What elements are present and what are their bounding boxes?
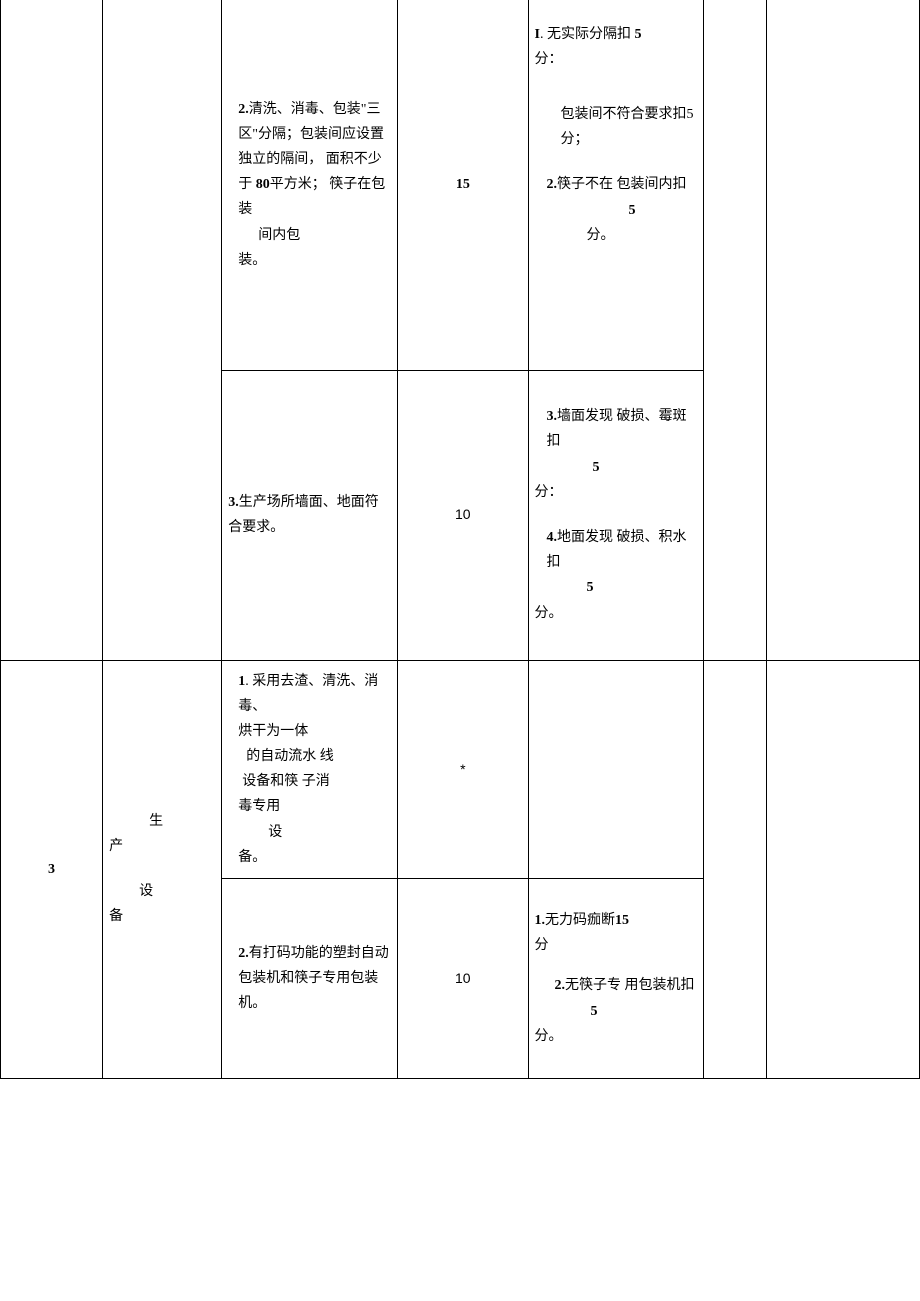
deduct-text: 墙面发现 破损、霉斑扣 bbox=[547, 409, 687, 449]
cell-section-num: 3 bbox=[1, 660, 103, 1079]
cell-deduction: 1.无力码痂断15 分 2.无筷子专 用包装机扣 5 分。 bbox=[528, 879, 704, 1079]
deduct-text: 无筷子专 用包装机扣 bbox=[565, 978, 695, 993]
deduct-num: 5 bbox=[555, 999, 698, 1024]
deduct-text: 地面发现 破损、积水扣 bbox=[547, 530, 687, 570]
deduct-text: 包装间不符合要求扣5分； bbox=[535, 102, 698, 152]
cell-score: 10 bbox=[398, 879, 528, 1079]
cell-category: 生 产 设 备 bbox=[103, 660, 222, 1079]
evaluation-table: 2.清洗、消毒、包装"三区"分隔；包装间应设置 独立的隔间， 面积不少于 80平… bbox=[0, 0, 920, 1079]
deduct-text: 分 bbox=[535, 938, 549, 953]
deduct-text: 分： bbox=[535, 52, 563, 67]
criteria-text: 有打码功能的塑封自动包装机和筷子专用包装 机。 bbox=[238, 946, 389, 1011]
cell-score: 15 bbox=[398, 0, 528, 370]
deduct-prefix: 1. bbox=[535, 913, 546, 928]
category-text: 产 bbox=[109, 834, 215, 859]
deduct-num: 5 bbox=[547, 575, 698, 600]
cell-star: * bbox=[398, 660, 528, 879]
deduct-num: 5 bbox=[635, 27, 642, 42]
deduct-text: 无力码痂断 bbox=[545, 913, 615, 928]
criteria-bold-num: 80 bbox=[256, 177, 270, 192]
cell-deduction: 3.墙面发现 破损、霉斑扣 5 分： 4.地面发现 破损、积水扣 5 分。 bbox=[528, 370, 704, 660]
cell-blank bbox=[766, 0, 919, 660]
deduct-text: 筷子不在 包装间内扣 bbox=[557, 177, 687, 192]
category-text: 设 bbox=[109, 879, 215, 904]
cell-deduction: I. 无实际分隔扣 5 分： 包装间不符合要求扣5分； 2.筷子不在 包装间内扣… bbox=[528, 0, 704, 370]
deduct-num: 5 bbox=[547, 455, 698, 480]
criteria-text: 备。 bbox=[228, 845, 391, 870]
criteria-num: 2. bbox=[238, 102, 249, 117]
criteria-text: 毒专用 bbox=[228, 794, 391, 819]
cell-blank bbox=[766, 660, 919, 1079]
cell-criteria: 2.清洗、消毒、包装"三区"分隔；包装间应设置 独立的隔间， 面积不少于 80平… bbox=[222, 0, 398, 370]
deduct-prefix: 2. bbox=[547, 177, 558, 192]
cell-criteria: 2.有打码功能的塑封自动包装机和筷子专用包装 机。 bbox=[222, 879, 398, 1079]
criteria-text: 设 bbox=[228, 820, 391, 845]
criteria-num: 3. bbox=[228, 495, 239, 510]
criteria-text: 间内包 bbox=[238, 223, 391, 248]
cell-blank bbox=[103, 0, 222, 660]
criteria-num: 2. bbox=[238, 946, 249, 961]
criteria-text: . 采用去渣、清洗、消毒、 bbox=[238, 674, 378, 714]
deduct-num: 5 bbox=[547, 198, 698, 223]
table-row: 2.清洗、消毒、包装"三区"分隔；包装间应设置 独立的隔间， 面积不少于 80平… bbox=[1, 0, 920, 370]
cell-score: 10 bbox=[398, 370, 528, 660]
criteria-text: 装。 bbox=[238, 253, 266, 268]
deduct-prefix: 4. bbox=[547, 530, 558, 545]
criteria-text: 的自动流水 线 bbox=[228, 744, 391, 769]
cell-criteria: 1. 采用去渣、清洗、消毒、 烘干为一体 的自动流水 线 设备和筷 子消 毒专用… bbox=[222, 660, 398, 879]
criteria-text: 设备和筷 子消 bbox=[228, 769, 391, 794]
cell-blank bbox=[1, 0, 103, 660]
deduct-prefix: 2. bbox=[555, 978, 566, 993]
cell-blank bbox=[704, 0, 766, 660]
deduct-num: 15 bbox=[615, 913, 629, 928]
table-row: 3 生 产 设 备 1. 采用去渣、清洗、消毒、 烘干为一体 的自动流水 线 设… bbox=[1, 660, 920, 879]
cell-criteria: 3.生产场所墙面、地面符合要求。 bbox=[222, 370, 398, 660]
deduct-text: 分。 bbox=[535, 1024, 698, 1049]
category-text: 备 bbox=[109, 904, 215, 929]
deduct-text: . 无实际分隔扣 bbox=[540, 27, 635, 42]
cell-blank bbox=[704, 660, 766, 1079]
deduct-text: 分。 bbox=[535, 601, 698, 626]
deduct-text: 分： bbox=[535, 480, 698, 505]
criteria-text: 烘干为一体 bbox=[228, 719, 391, 744]
deduct-prefix: 3. bbox=[547, 409, 558, 424]
cell-blank bbox=[528, 660, 704, 879]
category-text: 生 bbox=[109, 809, 215, 834]
criteria-text: 生产场所墙面、地面符合要求。 bbox=[228, 495, 379, 535]
deduct-text: 分。 bbox=[547, 228, 615, 243]
